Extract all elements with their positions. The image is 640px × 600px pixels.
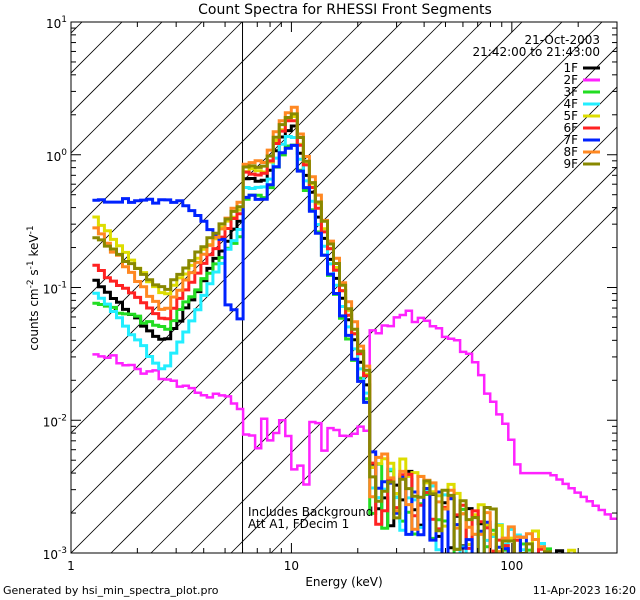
hatch-line [71, 22, 523, 474]
hatch-line [270, 206, 617, 553]
hatch-line [71, 22, 283, 234]
y-tick-label-1e-2: 10-2 [43, 413, 67, 429]
legend-label-6F: 6F [563, 121, 578, 135]
hatch-line [190, 126, 617, 553]
y-tick-labels: 10-3 10-2 10-1 100 101 [43, 15, 68, 562]
hatch-line [71, 22, 243, 194]
time-range-label: 21:42:00 to 21:43:00 [473, 45, 600, 59]
hatch-line [110, 46, 617, 553]
footer-timestamp: 11-Apr-2023 16:20 [533, 584, 636, 597]
y-tick-label-1e1: 101 [46, 15, 67, 31]
attenuator-hatch-region [71, 22, 617, 553]
hatch-line [71, 22, 163, 114]
y-tick-label-1e0: 100 [46, 148, 67, 164]
legend-label-8F: 8F [563, 145, 578, 159]
x-tick-label-10: 10 [284, 559, 299, 573]
hatch-line [150, 86, 617, 553]
legend-label-1F: 1F [563, 61, 578, 75]
y-axis-label: counts cm-2 s-1 keV-1 [26, 225, 41, 350]
legend-label-7F: 7F [563, 133, 578, 147]
series-1F-line [92, 124, 565, 553]
x-axis-label: Energy (keV) [305, 575, 382, 589]
hatch-line [71, 22, 363, 314]
hatch-line [71, 22, 323, 274]
chart-title: Count Spectra for RHESSI Front Segments [198, 2, 492, 18]
series-group [92, 105, 617, 553]
background-note: Includes Background [248, 505, 373, 519]
hatch-line [71, 22, 483, 434]
hatch-line [71, 22, 83, 34]
y-tick-label-1e-1: 10-1 [43, 281, 67, 297]
hatch-line [230, 166, 617, 553]
legend-label-9F: 9F [563, 157, 578, 171]
x-tick-label-100: 100 [500, 559, 523, 573]
series-2F-line [92, 309, 617, 520]
hatch-line [71, 22, 443, 394]
series-9F-line [92, 112, 552, 553]
legend-label-4F: 4F [563, 97, 578, 111]
hatch-line [71, 22, 603, 553]
hatch-line [71, 22, 563, 514]
legend-label-2F: 2F [563, 73, 578, 87]
legend-label-3F: 3F [563, 85, 578, 99]
date-label: 21-Oct-2003 [524, 33, 600, 47]
attenuator-note: Att A1, FDecim 1 [248, 517, 349, 531]
hatch-line [71, 22, 403, 354]
x-tick-label-1: 1 [67, 559, 75, 573]
hatch-line [71, 22, 203, 154]
footer-generated-by: Generated by hsi_min_spectra_plot.pro [3, 584, 219, 597]
axis-ticks [70, 22, 618, 554]
y-tick-label-1e-3: 10-3 [43, 546, 67, 562]
legend-label-5F: 5F [563, 109, 578, 123]
